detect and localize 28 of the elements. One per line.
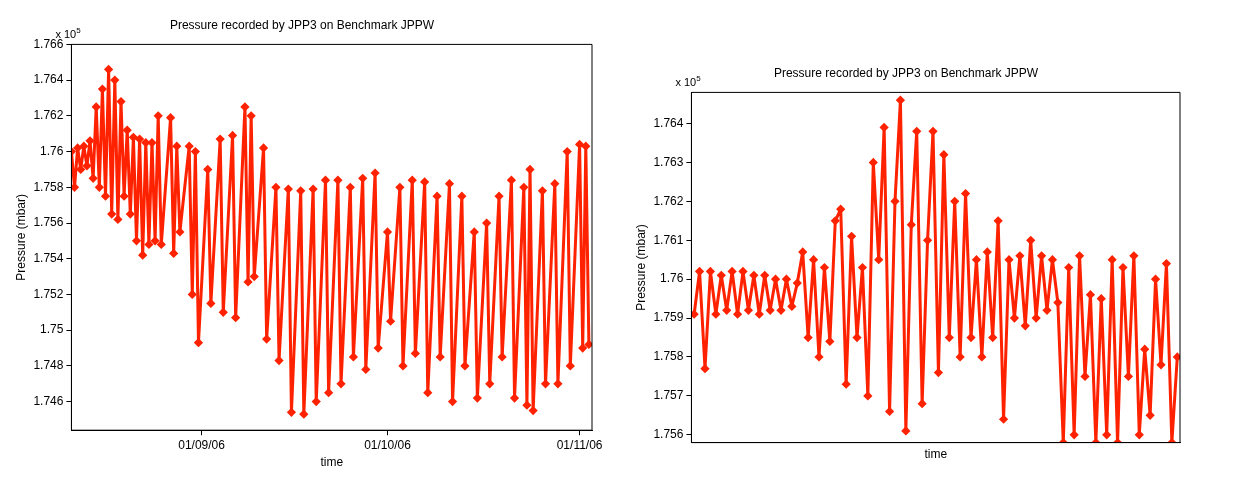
y-tick-label: 1.763 xyxy=(653,154,684,169)
y-tick-label: 1.748 xyxy=(33,358,64,373)
x-axis-title: time xyxy=(924,447,948,462)
x-axis-title: time xyxy=(320,455,344,470)
y-tick-label: 1.76 xyxy=(40,143,64,158)
y-tick-label: 1.754 xyxy=(33,251,64,266)
y-tick-label: 1.764 xyxy=(653,115,684,130)
x-tick-label: 01/09/06 xyxy=(178,437,226,452)
y-axis-title: Pressure (mbar) xyxy=(633,224,648,311)
y-tick-label: 1.75 xyxy=(40,322,64,337)
y-tick-label: 1.752 xyxy=(33,286,64,301)
y-tick-label: 1.76 xyxy=(660,271,684,286)
y-tick-label: 1.758 xyxy=(653,349,684,364)
y-tick-label: 1.759 xyxy=(653,310,684,325)
y-tick-label: 1.762 xyxy=(33,108,64,123)
chart-title: Pressure recorded by JPP3 on Benchmark JPPW xyxy=(773,65,1039,80)
y-tick-label: 1.761 xyxy=(653,232,684,247)
y-tick-label: 1.756 xyxy=(33,215,64,230)
y-tick-label: 1.757 xyxy=(653,388,684,403)
x-tick-label: 01/10/06 xyxy=(364,437,412,452)
y-tick-label: 1.746 xyxy=(33,393,64,408)
y-tick-label: 1.756 xyxy=(653,427,684,442)
x-tick-label: 01/11/06 xyxy=(556,437,603,452)
y-tick-label: 1.758 xyxy=(33,179,64,194)
chart-title: Pressure recorded by JPP3 on Benchmark JPPW xyxy=(169,17,435,32)
y-tick-label: 1.762 xyxy=(653,193,684,208)
y-axis-title: Pressure (mbar) xyxy=(13,193,28,281)
y-tick-label: 1.764 xyxy=(33,72,64,87)
